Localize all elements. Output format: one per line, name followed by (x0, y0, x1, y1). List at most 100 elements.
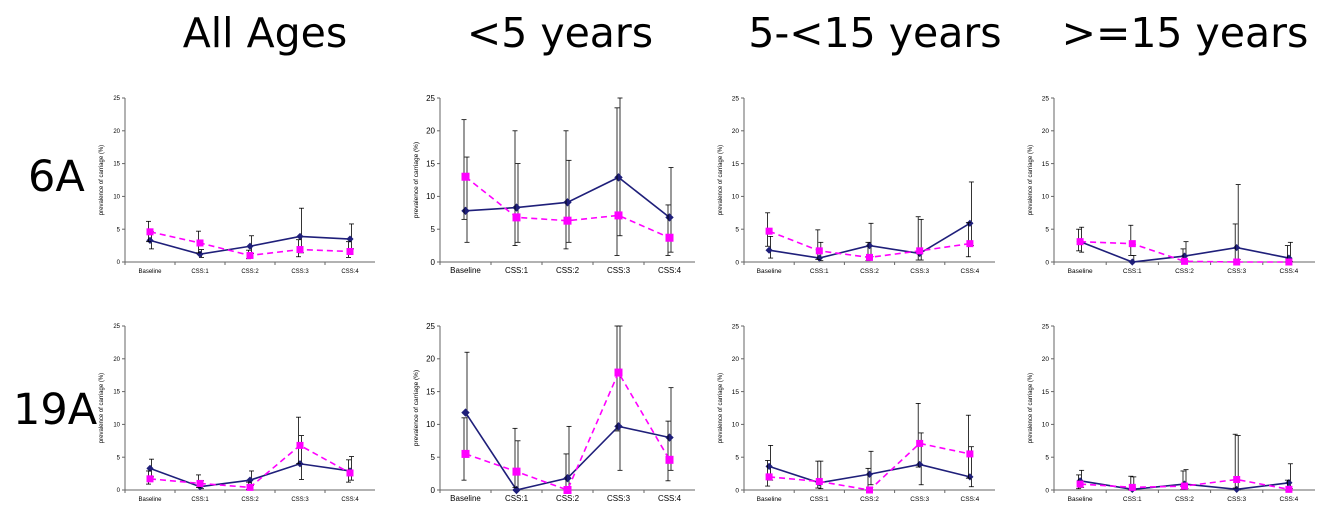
diamond-marker (614, 422, 623, 431)
square-marker (916, 439, 924, 447)
x-tick-label: CSS:1 (191, 497, 209, 503)
x-tick-label: Baseline (1068, 496, 1093, 503)
diamond-marker (865, 242, 874, 250)
column-title-all-ages: All Ages (182, 9, 348, 57)
x-tick-label: CSS:3 (291, 269, 309, 275)
square-marker (1285, 485, 1293, 493)
square-marker (966, 450, 974, 458)
x-tick-label: CSS:4 (658, 494, 682, 503)
y-tick-label: 5 (117, 227, 121, 233)
column-title-under-5: <5 years (466, 9, 654, 57)
y-tick-label: 25 (732, 323, 740, 330)
x-tick-label: CSS:3 (607, 494, 631, 503)
x-tick-label: CSS:4 (961, 268, 980, 275)
y-tick-label: 25 (1042, 95, 1050, 102)
diamond-marker (665, 433, 674, 442)
x-tick-label: CSS:4 (658, 266, 682, 275)
chart-19a-under-5: 0 5 10 15 20 25 prevalence of carriage (%) Base… (413, 322, 695, 503)
y-tick-label: 20 (426, 355, 435, 364)
square-marker (1076, 480, 1084, 488)
x-tick-label: CSS:2 (241, 269, 259, 275)
x-tick-label: CSS:2 (556, 266, 580, 275)
square-marker (1233, 258, 1241, 266)
x-tick-label: CSS:2 (860, 496, 879, 503)
square-marker (461, 449, 470, 458)
diamond-marker (966, 219, 974, 227)
y-tick-label: 15 (113, 162, 120, 168)
y-tick-label: 0 (431, 486, 436, 495)
x-tick-label: CSS:3 (607, 266, 631, 275)
chart-6a-under-5: 0 5 10 15 20 25 prevalence of carriage (%) Base… (413, 94, 695, 275)
y-tick-label: 25 (1042, 323, 1050, 330)
square-marker (563, 486, 572, 494)
x-tick-label: CSS:1 (505, 494, 529, 503)
y-tick-label: 5 (117, 455, 121, 461)
y-tick-label: 15 (1042, 161, 1050, 168)
square-marker (296, 441, 304, 449)
square-marker (614, 211, 623, 220)
diamond-marker (1233, 485, 1241, 493)
diamond-marker (146, 236, 154, 244)
y-axis-label: prevalence of carriage (%) (718, 373, 724, 443)
y-tick-label: 0 (117, 260, 121, 266)
x-tick-label: CSS:3 (910, 496, 929, 503)
y-tick-label: 0 (1045, 487, 1049, 494)
diamond-marker (1128, 258, 1136, 266)
square-marker (246, 483, 254, 491)
y-tick-label: 0 (431, 258, 436, 267)
x-tick-label: CSS:1 (505, 266, 529, 275)
y-tick-label: 10 (426, 192, 435, 201)
y-tick-label: 0 (735, 487, 739, 494)
square-marker (1128, 240, 1136, 248)
x-tick-label: CSS:3 (910, 268, 929, 275)
y-tick-label: 20 (732, 128, 740, 135)
y-tick-label: 15 (732, 389, 740, 396)
y-tick-label: 0 (735, 259, 739, 266)
y-tick-label: 25 (113, 324, 120, 330)
x-tick-label: Baseline (757, 496, 782, 503)
y-tick-label: 10 (1042, 422, 1050, 429)
square-marker (512, 213, 521, 222)
y-tick-label: 15 (113, 390, 120, 396)
column-title-15-plus: >=15 years (1061, 9, 1309, 57)
x-tick-label: Baseline (450, 494, 481, 503)
square-marker (815, 477, 823, 485)
square-marker (563, 216, 572, 225)
y-tick-label: 5 (431, 453, 436, 462)
x-tick-label: CSS:2 (1175, 496, 1194, 503)
x-tick-label: Baseline (138, 497, 162, 503)
x-tick-label: CSS:4 (341, 497, 359, 503)
y-tick-label: 10 (113, 195, 120, 201)
y-tick-label: 0 (1045, 259, 1049, 266)
diamond-marker (1233, 243, 1241, 252)
square-marker (146, 228, 154, 236)
square-marker (512, 467, 521, 476)
series-line-dashed (1080, 240, 1289, 263)
y-tick-label: 5 (431, 225, 436, 234)
diamond-marker (563, 198, 572, 207)
square-marker (966, 240, 974, 248)
x-tick-label: CSS:2 (241, 497, 259, 503)
y-tick-label: 5 (1045, 226, 1049, 233)
diamond-marker (146, 464, 154, 472)
x-tick-label: Baseline (1068, 268, 1093, 275)
square-marker (346, 248, 354, 256)
chart-6a-all-ages: 0 5 10 15 20 25 prevalence of carriage (%) Base… (99, 96, 375, 275)
x-tick-label: CSS:3 (291, 497, 309, 503)
square-marker (196, 239, 204, 247)
series-line-dashed (465, 370, 671, 492)
diamond-marker (765, 246, 773, 254)
column-title-5-to-15: 5-<15 years (748, 9, 1002, 57)
y-tick-label: 20 (426, 127, 435, 136)
y-tick-label: 10 (426, 420, 435, 429)
y-tick-label: 25 (113, 96, 120, 102)
square-marker (246, 251, 254, 259)
series-line-solid (768, 222, 971, 259)
diamond-marker (765, 462, 773, 470)
square-marker (1285, 258, 1293, 266)
row-label-19a: 19A (13, 385, 98, 435)
x-tick-label: CSS:4 (341, 269, 359, 275)
chart-19a-15-plus: 0 5 10 15 20 25 prevalence of carriage (%) Base… (1028, 323, 1315, 503)
y-tick-label: 25 (426, 94, 435, 103)
y-tick-label: 15 (426, 387, 435, 396)
